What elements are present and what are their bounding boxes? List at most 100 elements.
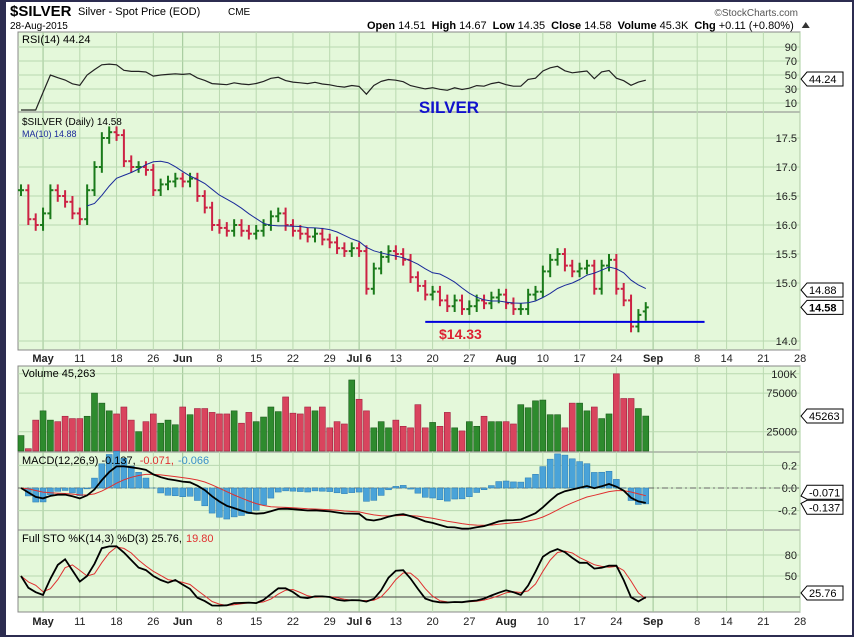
volume-bar bbox=[546, 414, 554, 452]
price-label: $SILVER (Daily) 14.58 bbox=[22, 117, 122, 128]
header-close: 14.58 bbox=[584, 20, 612, 32]
macd-histogram-bar bbox=[267, 487, 275, 499]
volume-bar bbox=[274, 411, 282, 452]
volume-bar bbox=[429, 422, 436, 452]
macd-histogram-bar bbox=[355, 487, 363, 493]
volume-bar bbox=[568, 402, 576, 452]
stock-chart: $SILVER Silver - Spot Price (EOD) CME 28-Au… bbox=[10, 3, 844, 628]
stockcharts-watermark: ©StockCharts.com bbox=[714, 8, 798, 19]
volume-bar bbox=[443, 412, 451, 452]
volume-bar bbox=[451, 427, 458, 452]
volume-bar bbox=[377, 421, 385, 452]
price-panel bbox=[17, 111, 801, 351]
macd-tick-label: 0.2 bbox=[782, 460, 797, 472]
header-open-label: Open bbox=[367, 20, 395, 32]
rsi-tick-label: 70 bbox=[785, 56, 797, 68]
volume-bar bbox=[252, 421, 260, 452]
date-axis-label: Aug bbox=[495, 353, 516, 365]
volume-label: Volume 45,263 bbox=[22, 368, 95, 380]
macd-histogram-bar bbox=[201, 487, 208, 507]
macd-histogram-bar bbox=[179, 487, 186, 497]
macd-signal-badge: -0.071 bbox=[800, 484, 844, 500]
volume-bar bbox=[480, 415, 488, 452]
rsi-value-badge: 44.24 bbox=[800, 71, 844, 87]
date-axis-label: Aug bbox=[495, 616, 516, 628]
date-axis-label: 22 bbox=[287, 616, 299, 628]
date-axis-label: 27 bbox=[463, 616, 475, 628]
macd-histogram-bar bbox=[399, 485, 407, 489]
macd-histogram-bar bbox=[583, 463, 591, 489]
date-axis-label: 14 bbox=[720, 353, 732, 365]
macd-value-badge: -0.137 bbox=[800, 499, 844, 515]
date-axis-label: 28 bbox=[794, 353, 806, 365]
exchange-label: CME bbox=[228, 7, 251, 18]
volume-tick-label: 25000 bbox=[766, 427, 797, 439]
macd-histogram-bar bbox=[282, 487, 289, 492]
macd-histogram-bar bbox=[83, 487, 91, 490]
volume-bar bbox=[296, 413, 304, 452]
volume-bar bbox=[120, 406, 128, 452]
chart-date: 28-Aug-2015 bbox=[10, 21, 68, 32]
rsi-value-badge-text: 44.24 bbox=[809, 74, 837, 86]
volume-bar bbox=[319, 406, 326, 452]
volume-bar bbox=[54, 421, 62, 452]
volume-bar bbox=[135, 431, 142, 452]
date-axis-label: 28 bbox=[794, 616, 806, 628]
date-axis-label: Sep bbox=[643, 616, 663, 628]
macd-histogram-bar bbox=[186, 487, 194, 497]
date-axis-label: 22 bbox=[287, 353, 299, 365]
macd-histogram-bar bbox=[473, 487, 480, 493]
date-axis-label: 8 bbox=[694, 616, 700, 628]
macd-signal-label: -0.071, bbox=[140, 455, 174, 467]
volume-bar bbox=[561, 427, 569, 452]
volume-bar bbox=[348, 379, 356, 452]
date-axis-label: 15 bbox=[250, 616, 262, 628]
macd-histogram-bar bbox=[341, 487, 348, 494]
volume-bar bbox=[613, 373, 620, 452]
chart-annotation-title: SILVER bbox=[419, 98, 479, 117]
macd-histogram-bar bbox=[363, 487, 370, 502]
macd-histogram-bar bbox=[47, 487, 54, 495]
sto-value-badge-box bbox=[800, 585, 844, 601]
macd-histogram-bar bbox=[348, 487, 355, 493]
date-axis-label: 26 bbox=[147, 616, 159, 628]
volume-bar bbox=[304, 406, 311, 452]
date-axis-label: Sep bbox=[643, 353, 663, 365]
volume-bar bbox=[208, 412, 216, 452]
macd-histogram-bar bbox=[422, 487, 429, 498]
macd-histogram-bar bbox=[539, 466, 547, 489]
close-value-badge-box bbox=[800, 299, 844, 315]
volume-bar bbox=[83, 415, 91, 452]
volume-value-badge: 45263 bbox=[800, 408, 844, 424]
volume-bar bbox=[326, 427, 334, 452]
date-axis-label: 21 bbox=[757, 353, 769, 365]
volume-bar bbox=[164, 419, 172, 452]
sto-value-badge-text: 25.76 bbox=[809, 588, 837, 600]
volume-bar bbox=[260, 416, 267, 452]
rsi-tick-label: 10 bbox=[785, 98, 797, 110]
date-axis-label: 21 bbox=[757, 616, 769, 628]
macd-histogram-bar bbox=[297, 487, 304, 492]
volume-bar bbox=[186, 414, 194, 452]
date-axis-label: 10 bbox=[537, 616, 549, 628]
header-high: 14.67 bbox=[459, 20, 487, 32]
volume-bar bbox=[407, 427, 414, 452]
volume-bar bbox=[47, 419, 54, 452]
date-axis-label: Jun bbox=[173, 353, 193, 365]
macd-tick-label: -0.2 bbox=[778, 506, 797, 518]
macd-histogram-bar bbox=[532, 474, 539, 489]
macd-histogram-bar bbox=[76, 487, 84, 496]
ma-value-badge-box bbox=[800, 282, 844, 298]
ma-value-badge-text: 14.88 bbox=[809, 285, 837, 297]
volume-bar bbox=[245, 412, 253, 452]
volume-bar bbox=[238, 422, 245, 452]
macd-histogram-bar bbox=[385, 487, 392, 491]
header-volume-label: Volume bbox=[618, 20, 657, 32]
volume-bar bbox=[414, 404, 422, 452]
macd-histogram-bar bbox=[208, 487, 216, 514]
rsi-panel bbox=[17, 31, 801, 113]
volume-bar bbox=[127, 419, 135, 452]
volume-value-badge-box bbox=[800, 408, 844, 424]
volume-bar bbox=[194, 408, 201, 452]
volume-bar bbox=[598, 418, 605, 452]
